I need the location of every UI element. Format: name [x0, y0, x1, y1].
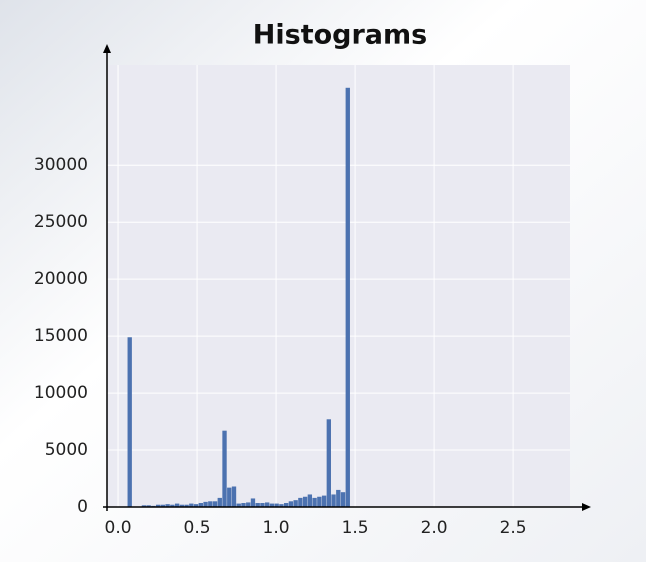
bar	[265, 502, 270, 507]
y-tick-label: 30000	[34, 155, 88, 175]
bar	[146, 505, 151, 507]
y-tick-label: 25000	[34, 212, 88, 232]
bar	[336, 489, 341, 507]
bar	[189, 503, 194, 507]
bar	[217, 497, 222, 507]
bar	[274, 503, 279, 507]
x-tick-label: 2.5	[500, 518, 527, 538]
bar	[231, 486, 237, 507]
bar	[283, 503, 289, 507]
x-axis-arrow	[582, 503, 591, 511]
bar	[331, 494, 336, 507]
bar	[241, 503, 246, 507]
bar	[317, 496, 322, 507]
bar	[260, 503, 265, 507]
y-tick-label: 0	[77, 497, 88, 517]
chart-title: Histograms	[253, 20, 427, 51]
x-tick-label: 0.5	[184, 518, 211, 538]
bar	[293, 500, 298, 507]
bar	[160, 504, 166, 507]
y-tick-label: 15000	[34, 326, 88, 346]
bar	[246, 502, 251, 507]
y-tick-label: 5000	[45, 440, 88, 460]
bar	[298, 497, 303, 507]
bar	[203, 501, 208, 507]
bar	[174, 503, 180, 507]
bar	[155, 504, 161, 507]
bar	[170, 504, 175, 507]
bar	[340, 492, 346, 507]
bar	[288, 501, 294, 507]
plot-area	[107, 65, 570, 507]
bar	[255, 503, 260, 507]
bar	[165, 504, 170, 507]
bar	[208, 501, 213, 507]
bar	[302, 496, 308, 507]
bar	[345, 87, 350, 507]
y-tick-label: 10000	[34, 383, 88, 403]
bar	[269, 503, 275, 507]
bar	[141, 505, 147, 507]
x-tick-label: 1.0	[263, 518, 290, 538]
bar	[212, 501, 218, 507]
x-tick-label: 1.5	[342, 518, 369, 538]
bar	[236, 503, 241, 507]
bar	[307, 494, 313, 507]
bar	[321, 495, 327, 507]
y-axis-arrow	[103, 44, 111, 53]
bar	[127, 337, 132, 507]
bar	[179, 504, 185, 507]
bar	[193, 504, 199, 507]
bar	[227, 487, 232, 507]
x-tick-label: 0.0	[105, 518, 132, 538]
bar	[222, 430, 227, 507]
bar	[198, 503, 203, 507]
bar	[279, 504, 284, 507]
bar	[312, 497, 317, 507]
bar	[250, 498, 256, 507]
x-tick-label: 2.0	[421, 518, 448, 538]
bar	[326, 419, 331, 507]
bar	[184, 504, 189, 507]
y-tick-label: 20000	[34, 269, 88, 289]
